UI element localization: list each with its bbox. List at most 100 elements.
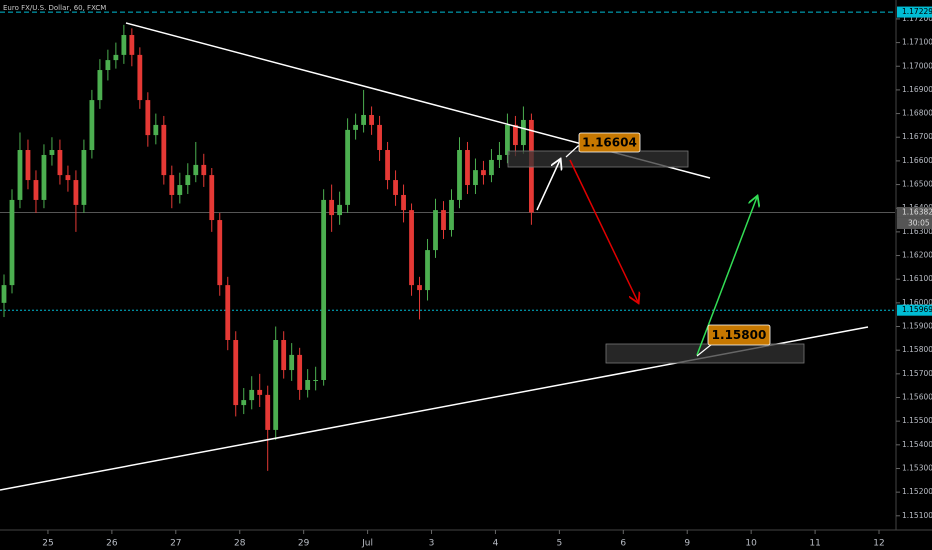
y-tick-label: 1.16800 [902,109,932,118]
y-tick-label: 1.17200 [902,14,932,23]
y-tick-label: 1.16700 [902,132,932,141]
candle-body [121,35,127,55]
candle-body [401,194,406,211]
candle-body [249,389,255,401]
y-tick-label: 1.16100 [902,274,932,283]
countdown: 30:05 [908,218,930,227]
candle-body [409,210,414,286]
price-level-box [897,6,932,18]
candle-body [145,100,151,136]
price-level-box [897,304,932,316]
y-tick-label: 1.15300 [902,463,932,472]
candle-body [65,175,71,181]
x-tick-label: 6 [620,539,626,549]
symbol-title: Euro FX/U.S. Dollar, 60, FXCM [3,4,106,12]
price-level-label: 1.16382 [902,207,932,216]
x-tick-label: Jul [361,539,373,549]
x-tick-label: 28 [234,539,246,549]
x-tick-label: 11 [809,539,820,549]
candle-body [361,114,366,125]
candle-body [217,220,223,286]
candle-body [305,379,311,390]
price-level-label: 1.17229 [902,7,932,16]
x-tick-label: 5 [557,539,563,549]
candle-body [105,60,111,71]
x-tick-label: 9 [684,539,690,549]
candle-body [81,150,87,205]
candle-body [497,154,502,160]
candle-body [329,199,335,216]
axis-labels: 1.15100 1.15200 1.15300 1.15400 1.15500 1.156… [42,6,932,549]
candle-body [393,180,398,195]
candle-body [337,204,343,216]
candle-body [233,340,239,406]
candle-body [489,159,494,176]
candle-body [113,54,119,61]
callout-label: 1.15800 [712,328,767,342]
candle-body [25,150,31,181]
y-tick-label: 1.17100 [902,38,932,47]
candle-body [153,124,159,136]
countdown-box [897,217,932,229]
candle-body [17,150,23,200]
candle-body [513,124,518,146]
y-tick-label: 1.17000 [902,61,932,70]
y-tick-label: 1.16900 [902,85,932,94]
candle-body [521,119,526,146]
candle-body [177,185,183,195]
candle-body [41,154,47,200]
candle-body [193,164,199,176]
arrow [696,197,757,356]
x-tick-label: 10 [745,539,757,549]
x-tick-label: 29 [298,539,310,549]
y-tick-label: 1.16300 [902,227,932,236]
y-tick-label: 1.15500 [902,416,932,425]
candle-body [449,199,454,230]
callout-box [707,324,771,346]
candle-body [49,150,55,155]
candle-body [137,54,143,101]
candle-body [281,340,287,371]
candle-body [313,379,319,381]
y-tick-label: 1.15700 [902,369,932,378]
y-tick-label: 1.15800 [902,345,932,354]
candle-body [57,150,63,176]
price-level-box [897,206,932,218]
x-tick-label: 12 [873,539,884,549]
candle-body [265,394,271,430]
candle-body [185,175,191,186]
callout-label: 1.16604 [582,136,637,150]
x-tick-label: 27 [170,539,181,549]
candle-body [73,180,79,205]
candle-body [9,199,15,286]
candle-body [417,285,422,291]
candle-body [257,389,263,395]
candle-body [321,199,327,380]
candle-body [369,114,374,125]
callout-box [578,132,641,153]
y-tick-label: 1.15400 [902,440,932,449]
candle-body [473,170,478,186]
candle-body [89,100,95,151]
candle-body [33,180,39,200]
levels [0,11,895,311]
candle-body [345,129,351,205]
candle-body [161,124,167,176]
arrow [536,160,560,211]
y-tick-label: 1.16600 [902,156,932,165]
x-tick-label: 25 [42,539,53,549]
candle-body [97,70,103,101]
candle-body [457,150,462,200]
y-tick-label: 1.16000 [902,298,932,307]
y-tick-label: 1.16500 [902,180,932,189]
candle-body [289,354,295,371]
x-tick-label: 4 [493,539,499,549]
price-level-label: 1.15969 [902,305,932,314]
candle-body [225,285,231,341]
y-tick-label: 1.16200 [902,251,932,260]
candle-body [241,400,247,406]
candle-body [441,210,446,230]
